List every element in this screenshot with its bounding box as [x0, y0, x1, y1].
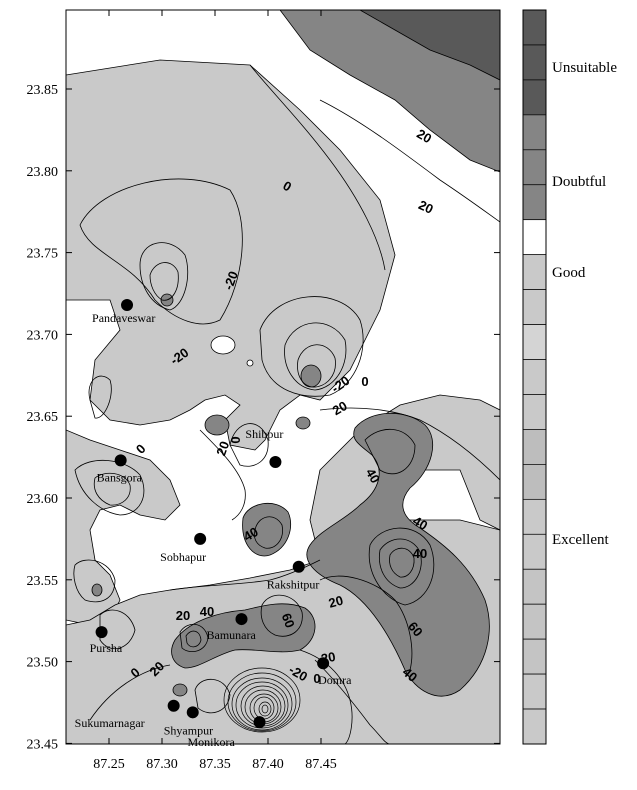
legend-color-bar — [522, 9, 547, 745]
contour-value-label: 60 — [279, 611, 298, 630]
legend-color-cell — [522, 149, 547, 186]
contour-value-label: 20 — [416, 197, 435, 217]
y-tick-label: 23.70 — [27, 328, 59, 343]
sample-site-label: Sobhapur — [160, 550, 206, 564]
axis-ticks: 87.25 87.30 87.35 87.40 87.45 23.85 23.80 23.75… — [27, 10, 500, 772]
contour-value-label: -20 — [221, 269, 242, 292]
sample-site-dot — [235, 613, 248, 626]
x-tick-label: 87.30 — [146, 757, 178, 772]
legend-color-cell — [522, 184, 547, 221]
y-tick-label: 23.80 — [27, 165, 59, 180]
legend-label-excellent: Excellent — [552, 532, 609, 548]
sample-site-label: Bamunara — [207, 628, 257, 642]
legend-color-cell — [522, 219, 547, 256]
sample-site-label: Monikora — [188, 735, 236, 749]
doubtful-patch-6 — [91, 583, 103, 597]
y-tick-label: 23.50 — [27, 656, 59, 671]
contour-value-label: 20 — [213, 439, 232, 458]
contour-lines — [73, 64, 500, 744]
legend-color-cell — [522, 638, 547, 675]
legend-color-cell — [522, 254, 547, 290]
legend-color-cell — [522, 359, 547, 395]
sample-site-dot — [292, 560, 305, 573]
legend-color-cell — [522, 603, 547, 640]
legend-color-cell — [522, 429, 547, 465]
good-island-2 — [246, 359, 254, 367]
good-island-1 — [210, 335, 236, 355]
sample-site-dot — [253, 716, 266, 729]
contour-value-label: 20 — [330, 398, 350, 418]
legend-frame — [522, 9, 547, 745]
shyampur-contour-cluster — [223, 667, 301, 733]
sample-site-dot — [317, 657, 330, 670]
contour-value-label: 0 — [313, 671, 320, 686]
y-tick-label: 23.60 — [27, 492, 59, 507]
contour-value-label: 40 — [410, 513, 430, 533]
sample-site-label: Domra — [318, 673, 352, 687]
contour-value-label: 20 — [327, 593, 345, 611]
contour-fill-layer — [66, 10, 500, 744]
sample-site-label: Pandaveswar — [92, 311, 155, 325]
y-tick-label: 23.75 — [27, 247, 59, 262]
y-tick-label: 23.55 — [27, 574, 59, 589]
doubtful-patch-5 — [172, 683, 188, 697]
contour-value-label: 40 — [363, 466, 383, 486]
sample-site-dot — [186, 706, 199, 719]
x-tick-label: 87.35 — [199, 757, 231, 772]
sample-sites: Pandaveswar Bansgora Shibpur Sobhapur Rakshi… — [75, 298, 352, 749]
contour-value-label: 40 — [200, 604, 214, 619]
sample-site-label: Rakshitpur — [267, 578, 320, 592]
contour-value-label: 0 — [361, 374, 368, 389]
doubtful-patch-1 — [204, 414, 230, 436]
legend-color-cell — [522, 533, 547, 570]
legend-color-cell — [522, 44, 547, 81]
contour-value-label: 40 — [413, 546, 427, 561]
x-tick-label: 87.25 — [93, 757, 125, 772]
legend-color-cell — [522, 79, 547, 116]
sample-site-label: Sukumarnagar — [75, 716, 145, 730]
y-tick-label: 23.85 — [27, 83, 59, 98]
legend-color-cell — [522, 289, 547, 325]
sample-site-dot — [167, 699, 180, 712]
sample-site-label: Shyampur — [164, 723, 213, 737]
legend-color-cell — [522, 9, 547, 46]
legend-color-cell — [522, 324, 547, 360]
sample-site-dot — [114, 454, 127, 467]
contour-value-label: 0 — [228, 436, 243, 443]
legend-color-cell — [522, 708, 547, 745]
contour-value-label: 20 — [414, 126, 434, 146]
legend-color-cell — [522, 114, 547, 151]
sample-site-dot — [95, 626, 108, 639]
legend-color-cell — [522, 568, 547, 605]
legend-label-doubtful: Doubtful — [552, 174, 606, 190]
legend-color-cell — [522, 498, 547, 535]
legend-label-good: Good — [552, 265, 586, 281]
y-tick-label: 23.45 — [27, 737, 59, 752]
plot-frame — [65, 9, 501, 745]
doubtful-zone-rakshitpur — [306, 412, 490, 697]
sample-site-label: Shibpur — [245, 427, 283, 441]
sample-site-dot — [121, 298, 134, 311]
legend-color-cell — [522, 464, 547, 500]
legend-label-unsuitable: Unsuitable — [552, 60, 617, 76]
x-tick-label: 87.40 — [252, 757, 284, 772]
contour-value-label: 40 — [241, 524, 261, 544]
unsuitable-zone-northeast — [359, 10, 500, 81]
legend-color-cell — [522, 394, 547, 430]
doubtful-patch-4 — [295, 416, 311, 430]
sample-site-label: Bansgora — [97, 470, 143, 484]
sample-site-dot — [269, 456, 282, 469]
y-tick-label: 23.65 — [27, 410, 59, 425]
x-tick-label: 87.45 — [305, 757, 337, 772]
sample-site-dot — [194, 532, 207, 545]
contour-value-label: 20 — [176, 608, 190, 623]
legend-color-cell — [522, 673, 547, 710]
sample-site-label: Pursha — [90, 641, 123, 655]
